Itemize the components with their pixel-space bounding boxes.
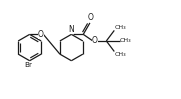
- Text: Br: Br: [25, 62, 33, 68]
- Text: CH₃: CH₃: [115, 25, 126, 30]
- Text: CH₃: CH₃: [120, 38, 132, 43]
- Text: CH₃: CH₃: [115, 52, 126, 57]
- Text: O: O: [38, 30, 44, 39]
- Text: O: O: [92, 36, 98, 45]
- Text: N: N: [68, 25, 74, 34]
- Text: O: O: [87, 13, 93, 22]
